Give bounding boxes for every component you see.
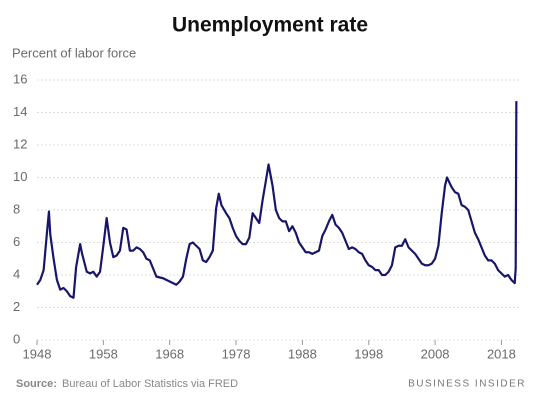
brand: BUSINESS INSIDER	[408, 379, 526, 390]
y-tick-label: 6	[13, 234, 20, 249]
y-tick-label: 8	[13, 201, 20, 216]
line	[36, 101, 518, 299]
x-tick-label: 1968	[155, 346, 184, 361]
y-axis-label: Percent of labor force	[12, 45, 136, 60]
x-tick-label: 1978	[222, 346, 251, 361]
y-tick-label: 10	[13, 169, 27, 184]
source: Bureau of Labor Statistics via FRED	[62, 378, 238, 390]
x-tick-label: 1988	[288, 346, 317, 361]
source-label: Source:	[16, 378, 57, 390]
x-tick-label: 1948	[23, 346, 52, 361]
chart-title: Unemployment rate	[172, 14, 368, 37]
y-tick-label: 4	[13, 266, 20, 281]
x-tick-label: 2018	[487, 346, 516, 361]
y-tick-label: 16	[13, 71, 27, 86]
x-tick-label: 2008	[421, 346, 450, 361]
x-tick-label: 1958	[89, 346, 118, 361]
x-tick-label: 1998	[354, 346, 383, 361]
y-tick-label: 14	[13, 104, 27, 119]
y-tick-label: 0	[13, 331, 20, 346]
y-tick-label: 2	[13, 299, 20, 314]
y-tick-label: 12	[13, 136, 27, 151]
